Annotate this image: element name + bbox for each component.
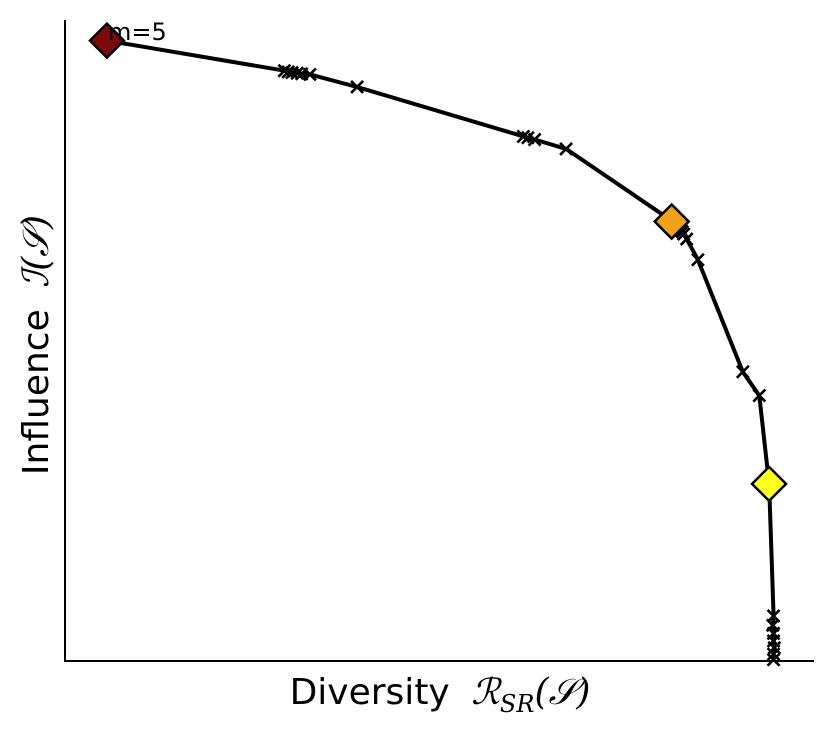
- data-point: [679, 232, 694, 246]
- highlight-layer: [88, 21, 788, 503]
- x-axis-label-math-arg: (𝒮): [534, 672, 590, 713]
- y-axis-label: Influence ℐ(𝒮): [16, 215, 57, 475]
- y-axis-label-math: ℐ(𝒮): [16, 215, 57, 288]
- x-axis-label-text: Diversity: [290, 672, 450, 713]
- highlight-diamond: [652, 202, 691, 241]
- data-point: [690, 252, 705, 267]
- series-line: [106, 38, 777, 660]
- x-axis-label-math-sub: SR: [500, 690, 535, 718]
- highlight-diamond: [88, 21, 126, 60]
- series-marker-layer: [100, 33, 782, 667]
- x-axis-label-math: ℛ: [471, 672, 502, 713]
- data-point: [766, 647, 781, 662]
- data-point: [350, 80, 365, 94]
- y-axis-label-text: Influence: [16, 309, 57, 475]
- data-point: [559, 142, 574, 156]
- annotation-m5: m=5: [108, 18, 167, 46]
- data-point: [303, 67, 317, 82]
- data-point: [527, 132, 542, 147]
- x-axis-label: Diversity ℛSR(𝒮): [290, 672, 591, 718]
- data-point: [766, 652, 781, 667]
- data-point: [516, 129, 531, 144]
- series-line-layer: [106, 38, 777, 660]
- highlight-diamond: [750, 465, 788, 503]
- data-point: [752, 388, 767, 403]
- data-point: [290, 66, 305, 81]
- data-point: [735, 364, 750, 379]
